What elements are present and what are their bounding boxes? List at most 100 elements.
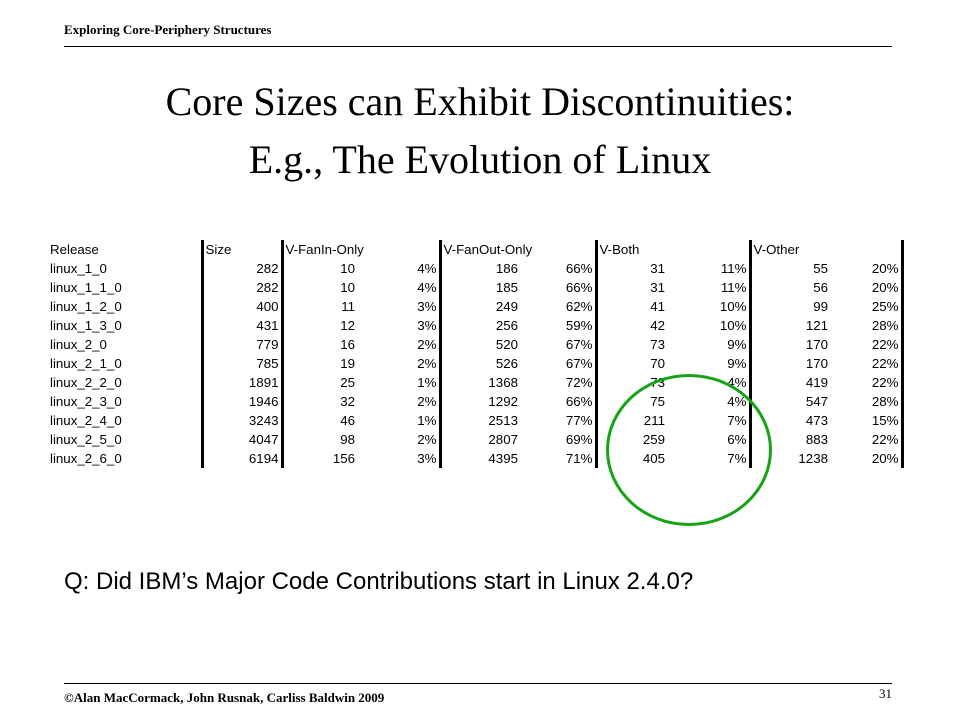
table-cell: 20%	[830, 259, 904, 278]
table-cell: 56	[813, 280, 828, 295]
linux-core-size-table: Release Size V-FanIn-Only V-FanOut-Only V-Bo…	[48, 240, 904, 468]
header-rule	[64, 46, 892, 47]
table-cell: 2%	[357, 392, 442, 411]
table-cell: 4%	[357, 259, 442, 278]
table-cell: 11	[341, 299, 355, 314]
table-cell: 25	[340, 375, 355, 390]
table-row: linux_2_4_0 3243 46 1% 2513 77% 211 7% 473 15%	[48, 411, 904, 430]
release-cell: linux_2_5_0	[48, 430, 204, 449]
table-cell: 22%	[830, 335, 904, 354]
table-cell: 32	[340, 394, 355, 409]
table-cell: 2807	[488, 432, 518, 447]
table-header-row: Release Size V-FanIn-Only V-FanOut-Only V-Bo…	[48, 240, 904, 259]
table-cell: 419	[805, 375, 828, 390]
table-cell: 12	[340, 318, 355, 333]
table-cell: 1%	[357, 411, 442, 430]
table-cell: 31	[650, 261, 665, 276]
question-text: Q: Did IBM’s Major Code Contributions st…	[64, 568, 694, 595]
copyright-text: ©Alan MacCormack, John Rusnak, Carliss B…	[64, 690, 385, 705]
table-cell: 2513	[488, 413, 518, 428]
table-cell: 77%	[520, 411, 598, 430]
table-cell: 156	[332, 451, 355, 466]
table-cell: 42	[650, 318, 665, 333]
release-cell: linux_2_6_0	[48, 449, 204, 468]
table-cell: 22%	[830, 354, 904, 373]
table-cell: 11%	[667, 278, 752, 297]
table-cell: 15%	[830, 411, 904, 430]
release-cell: linux_1_0	[48, 259, 204, 278]
table-cell: 11%	[667, 259, 752, 278]
table-cell: 70	[650, 356, 665, 371]
table-row: linux_2_0 779 16 2% 520 67% 73 9% 170 22%	[48, 335, 904, 354]
table-cell: 1292	[488, 394, 518, 409]
table-header-cell: Size	[202, 240, 284, 259]
table-cell: 170	[805, 356, 828, 371]
table-cell: 121	[805, 318, 828, 333]
table-cell: 19	[340, 356, 355, 371]
table-cell: 1%	[357, 373, 442, 392]
release-cell: linux_2_3_0	[48, 392, 204, 411]
table-cell: 2%	[357, 430, 442, 449]
table-cell: 170	[805, 337, 828, 352]
table-cell: 20%	[830, 449, 904, 468]
footer-rule	[64, 683, 892, 684]
table-cell: 55	[813, 261, 828, 276]
table-cell: 1891	[202, 373, 284, 392]
table-cell: 473	[805, 413, 828, 428]
table-cell: 28%	[830, 392, 904, 411]
table-cell: 10	[340, 261, 355, 276]
table-cell: 46	[340, 413, 355, 428]
slide-header-label: Exploring Core-Periphery Structures	[64, 22, 272, 37]
table-cell: 779	[202, 335, 284, 354]
table-cell: 31	[650, 280, 665, 295]
table-cell: 2%	[357, 354, 442, 373]
release-cell: linux_2_1_0	[48, 354, 204, 373]
table-row: linux_2_6_0 6194 156 3% 4395 71% 405 7% 1238 20%	[48, 449, 904, 468]
table-cell: 10%	[667, 297, 752, 316]
table-cell: 1238	[798, 451, 828, 466]
table-cell: 98	[340, 432, 355, 447]
table-cell: 67%	[520, 335, 598, 354]
table-cell: 67%	[520, 354, 598, 373]
table-cell: 1368	[488, 375, 518, 390]
table-cell: 20%	[830, 278, 904, 297]
table-cell: 526	[495, 356, 518, 371]
table-cell: 282	[202, 278, 284, 297]
table-cell: 41	[650, 299, 665, 314]
table-cell: 3243	[202, 411, 284, 430]
table-cell: 186	[495, 261, 518, 276]
table-cell: 28%	[830, 316, 904, 335]
table-cell: 185	[495, 280, 518, 295]
table-row: linux_2_5_0 4047 98 2% 2807 69% 259 6% 883 22%	[48, 430, 904, 449]
table-header-cell: V-FanOut-Only	[440, 240, 598, 259]
table-header-cell: V-FanIn-Only	[282, 240, 442, 259]
table-cell: 99	[813, 299, 828, 314]
table-cell: 16	[340, 337, 355, 352]
table-row: linux_2_2_0 1891 25 1% 1368 72% 73 4% 419 22%	[48, 373, 904, 392]
table-cell: 69%	[520, 430, 598, 449]
table-cell: 2%	[357, 335, 442, 354]
table-cell: 431	[202, 316, 284, 335]
table-cell: 59%	[520, 316, 598, 335]
table-cell: 282	[202, 259, 284, 278]
release-cell: linux_2_4_0	[48, 411, 204, 430]
table-cell: 10	[340, 280, 355, 295]
release-cell: linux_1_3_0	[48, 316, 204, 335]
table-cell: 71%	[520, 449, 598, 468]
highlight-circle	[606, 374, 772, 526]
table-cell: 4%	[357, 278, 442, 297]
page-number: 31	[879, 686, 892, 701]
table-cell: 3%	[357, 449, 442, 468]
slide-title-line-2: E.g., The Evolution of Linux	[248, 137, 712, 182]
release-cell: linux_1_1_0	[48, 278, 204, 297]
release-cell: linux_2_2_0	[48, 373, 204, 392]
table-cell: 6194	[202, 449, 284, 468]
table-cell: 66%	[520, 259, 598, 278]
table-cell: 1946	[202, 392, 284, 411]
table-cell: 72%	[520, 373, 598, 392]
table-cell: 66%	[520, 392, 598, 411]
table-cell: 883	[805, 432, 828, 447]
table-cell: 547	[805, 394, 828, 409]
table-cell: 9%	[667, 354, 752, 373]
table-cell: 3%	[357, 316, 442, 335]
